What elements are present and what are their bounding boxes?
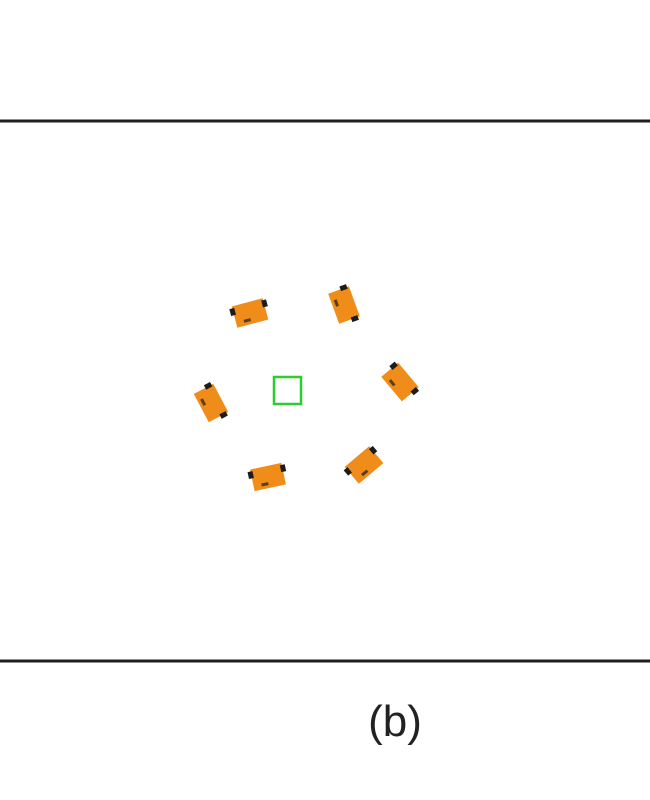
target-square-icon (272, 375, 303, 406)
robot-left (193, 381, 229, 423)
figure-caption: (b) (368, 697, 422, 746)
robot-top-left (229, 298, 269, 328)
robot-bottom-right (343, 445, 384, 484)
robot-bottom-left (247, 462, 287, 492)
robot-right (381, 361, 420, 402)
robot-top-right (328, 284, 360, 324)
